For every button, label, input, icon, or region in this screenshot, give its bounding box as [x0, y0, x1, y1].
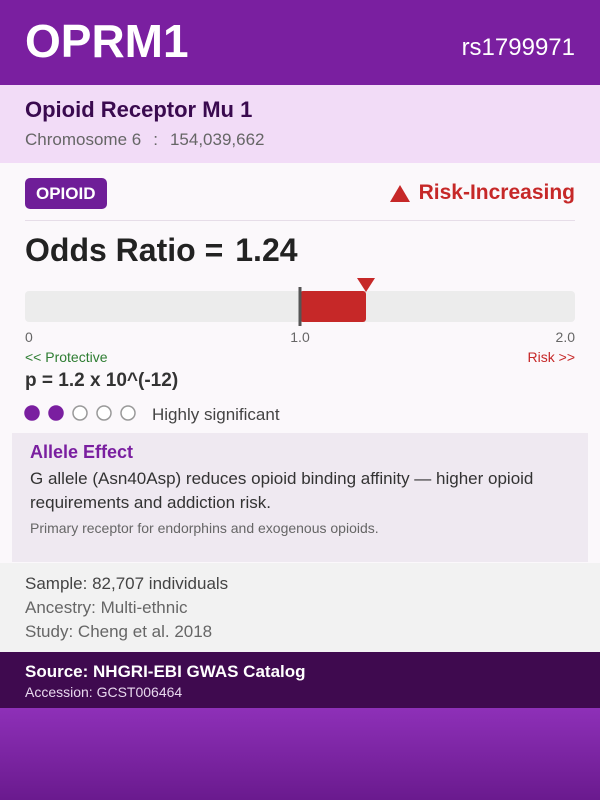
accession: Accession: GCST006464 — [25, 684, 183, 700]
study-info — [0, 563, 600, 652]
allele-effect-box — [12, 433, 588, 562]
ancestry: Ancestry: Multi-ethnic — [25, 598, 188, 617]
effect: Risk-Increasing — [389, 181, 575, 205]
source: Source: NHGRI-EBI GWAS Catalog — [25, 662, 306, 681]
chromosome: Chromosome 6 — [25, 130, 142, 149]
separator: : — [153, 130, 158, 149]
position: 154,039,662 — [169, 130, 265, 149]
gene-name: Opioid Receptor Mu 1 — [25, 97, 253, 122]
allele-title: Allele Effect — [30, 442, 134, 462]
odds-ratio: Odds Ratio = 1.24 — [25, 232, 298, 269]
scale-tick-label: 2.0 — [556, 329, 576, 345]
bottom-band — [0, 708, 600, 800]
odds-ratio-value: 1.24 — [235, 232, 298, 268]
significance-dot-empty — [72, 405, 88, 421]
footer — [0, 652, 600, 708]
odds-bar — [300, 291, 366, 322]
significance-label: Highly significant — [152, 405, 280, 424]
p-value: p = 1.2 x 10^(-12) — [25, 370, 179, 391]
allele-note: Primary receptor for endorphins and exog… — [30, 520, 379, 536]
odds-marker — [357, 278, 375, 292]
gene-symbol: OPRM1 — [25, 15, 189, 67]
significance-dot-empty — [120, 405, 136, 421]
effect-label: Risk-Increasing — [418, 181, 575, 204]
odds-ratio-scale: 0 1.0 2.0 — [25, 278, 576, 345]
scale-tick-label: 1.0 — [290, 329, 310, 345]
significance-dots — [24, 405, 136, 421]
sample: Sample: 82,707 individuals — [25, 574, 229, 593]
significance-dot-filled — [24, 405, 40, 421]
category-badge: OPIOID — [25, 178, 107, 209]
significance-dot-empty — [96, 405, 112, 421]
subheader — [0, 85, 600, 163]
study: Study: Cheng et al. 2018 — [25, 622, 213, 641]
risk-icon — [389, 184, 410, 202]
odds-ratio-label: Odds Ratio = — [25, 232, 224, 268]
location: Chromosome 6 : 154,039,662 — [25, 130, 265, 150]
allele-text: G allele (Asn40Asp) reduces opioid bindi… — [30, 469, 534, 512]
rsid: rs1799971 — [461, 34, 575, 61]
header — [0, 0, 600, 85]
risk-label: Risk >> — [527, 349, 575, 365]
significance-dot-filled — [48, 405, 64, 421]
protective-label: << Protective — [25, 349, 108, 365]
scale-tick-label: 0 — [25, 329, 33, 345]
divider — [25, 220, 575, 221]
